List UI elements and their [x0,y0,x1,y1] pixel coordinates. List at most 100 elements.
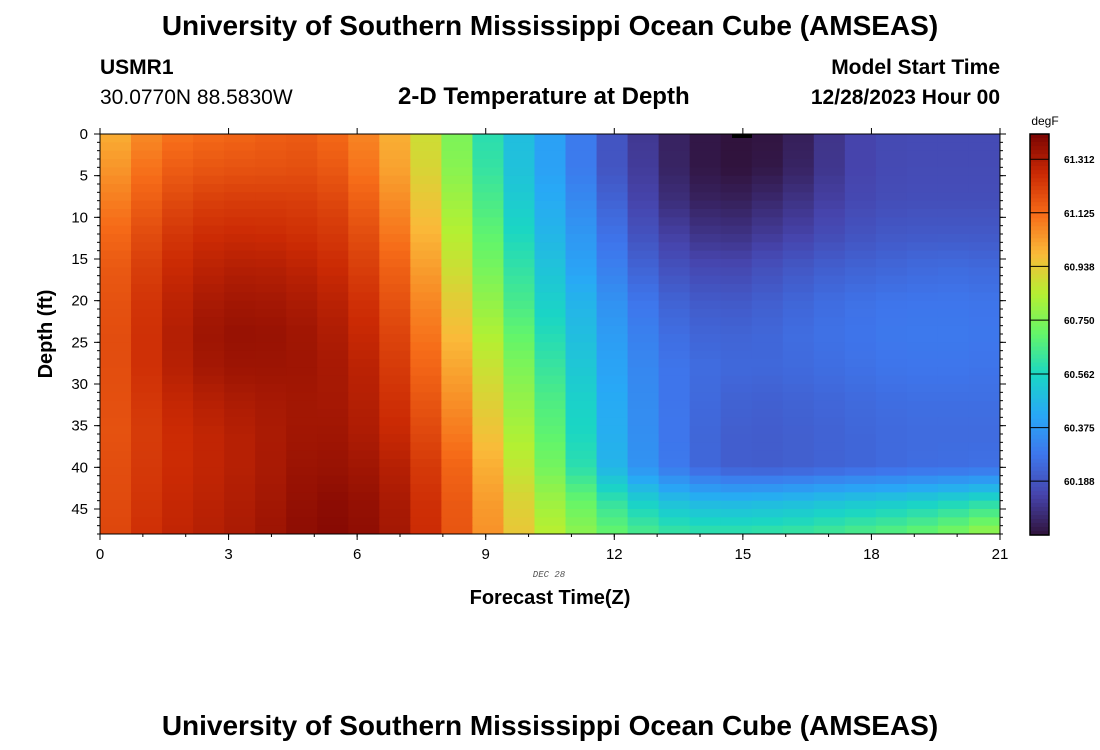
heatmap-cell [813,517,846,527]
heatmap-cell [565,425,598,435]
heatmap-cell [596,217,629,227]
heatmap-cell [317,350,349,360]
heatmap-cell [348,484,380,493]
heatmap-cell [534,384,567,393]
heatmap-cell [379,492,411,502]
colorbar-step [1030,474,1049,480]
heatmap-cell [813,334,846,343]
colorbar-step [1030,438,1049,444]
heatmap-cell [751,184,784,193]
heatmap-cell [658,417,691,427]
heatmap-cell [348,450,380,460]
heatmap-cell [472,300,505,310]
heatmap-cell [751,417,784,427]
heatmap-cell [627,434,660,443]
heatmap-cell [782,384,815,393]
heatmap-cell [720,259,753,268]
heatmap-cell [224,500,256,510]
heatmap-cell [627,167,660,177]
chart-title: 2-D Temperature at Depth [398,83,690,110]
heatmap-cell [224,292,256,302]
heatmap-cell [100,475,132,485]
heatmap-cell [751,300,784,310]
heatmap-cell [348,309,380,318]
colorbar-step [1030,418,1049,424]
heatmap-cell [379,467,411,477]
heatmap-cell [875,442,908,452]
heatmap-cell [658,409,691,418]
heatmap-cell [503,325,536,335]
heatmap-cell [193,525,225,534]
heatmap-cell [751,159,784,168]
colorbar-tick-label: 60.938 [1064,262,1095,273]
colorbar-step [1030,414,1049,420]
heatmap-cell [503,234,536,243]
heatmap-cell [875,434,908,443]
heatmap-cell [968,417,1000,427]
heatmap-cell [255,450,287,460]
heatmap-cell [503,292,536,302]
heatmap-cell [286,409,318,418]
heatmap-cell [348,275,380,285]
heatmap-cell [627,400,660,410]
heatmap-cell [906,475,939,485]
day-label: DEC 28 [533,570,566,580]
heatmap-cell [782,325,815,335]
x-tick-label: 6 [353,546,361,563]
heatmap-cell [813,309,846,318]
heatmap-cell [255,517,287,527]
heatmap-cell [968,275,1000,285]
heatmap-cell [906,459,939,468]
heatmap-cell [689,359,722,368]
heatmap-cell [131,300,163,310]
heatmap-cell [627,450,660,460]
heatmap-cell [472,150,505,160]
y-tick-label: 10 [71,209,88,226]
heatmap-cell [255,484,287,493]
heatmap-cell [968,209,1000,218]
heatmap-cell [379,150,411,160]
colorbar-step [1030,214,1049,219]
heatmap-cell [131,209,163,218]
heatmap-cell [565,200,598,210]
heatmap-cell [441,184,474,193]
heatmap-cell [410,200,442,210]
heatmap-cell [596,284,629,293]
heatmap-cell [968,225,1000,235]
heatmap-cell [875,317,908,327]
heatmap-cell [813,425,846,435]
colorbar-step [1030,530,1049,536]
heatmap-cell [441,275,474,285]
heatmap-cell [906,300,939,310]
heatmap-cell [348,492,380,502]
heatmap-cell [224,492,256,502]
heatmap-cell [441,367,474,377]
heatmap-cell [720,475,753,485]
heatmap-cell [596,209,629,218]
heatmap-cell [844,467,877,477]
heatmap-cell [100,350,132,360]
heatmap-cell [317,167,349,177]
heatmap-cell [286,500,318,510]
heatmap-cell [658,150,691,160]
heatmap-cell [100,192,132,202]
heatmap-cell [782,192,815,202]
heatmap-cell [193,425,225,435]
heatmap-cell [627,225,660,235]
heatmap-cell [193,517,225,527]
heatmap-cell [720,225,753,235]
heatmap-cell [224,359,256,368]
heatmap-cell [348,392,380,402]
heatmap-cell [689,325,722,335]
heatmap-cell [534,175,567,185]
heatmap-cell [224,442,256,452]
heatmap-cell [162,517,194,527]
heatmap-cell [162,509,194,518]
heatmap-cell [410,134,442,143]
heatmap-cell [689,484,722,493]
heatmap-cell [534,400,567,410]
colorbar-step [1030,502,1049,508]
heatmap-cell [317,409,349,418]
heatmap-cell [503,367,536,377]
heatmap-cell [131,417,163,427]
